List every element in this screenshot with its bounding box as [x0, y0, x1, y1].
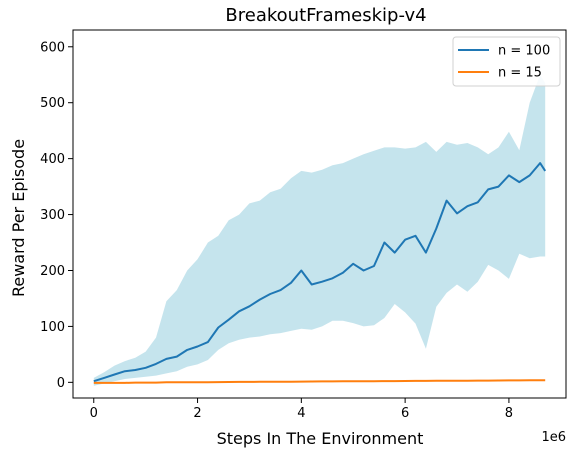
y-tick-label: 300: [40, 208, 65, 223]
x-offset-label: 1e6: [541, 430, 566, 445]
y-tick-label: 200: [40, 264, 65, 279]
x-tick-label: 0: [90, 406, 98, 421]
series-band-n-100: [93, 74, 546, 386]
y-axis-label: Reward Per Episode: [9, 139, 28, 297]
plot-area: [72, 29, 567, 399]
x-tick-label: 4: [297, 406, 305, 421]
legend: n = 100 n = 15: [452, 36, 561, 87]
series-line-1: [93, 162, 547, 383]
y-tick-label: 100: [40, 320, 65, 335]
x-tick-label: 8: [505, 406, 513, 421]
x-axis: 0 2 4 6 8: [90, 398, 513, 421]
y-tick-label: 600: [40, 40, 65, 55]
chart-title: BreakoutFrameskip-v4: [225, 5, 426, 26]
x-tick-label: 6: [401, 406, 409, 421]
y-tick-label: 0: [57, 376, 65, 391]
legend-label-2: n = 15: [498, 66, 542, 81]
y-tick-label: 400: [40, 152, 65, 167]
y-tick-label: 500: [40, 96, 65, 111]
x-tick-label: 2: [193, 406, 201, 421]
x-axis-label: Steps In The Environment: [217, 429, 424, 448]
legend-label-1: n = 100: [498, 44, 550, 59]
series-line-2: [93, 379, 546, 384]
y-axis: 0 100 200 300 400 500 600: [40, 40, 73, 391]
plot-frame: [72, 29, 567, 399]
